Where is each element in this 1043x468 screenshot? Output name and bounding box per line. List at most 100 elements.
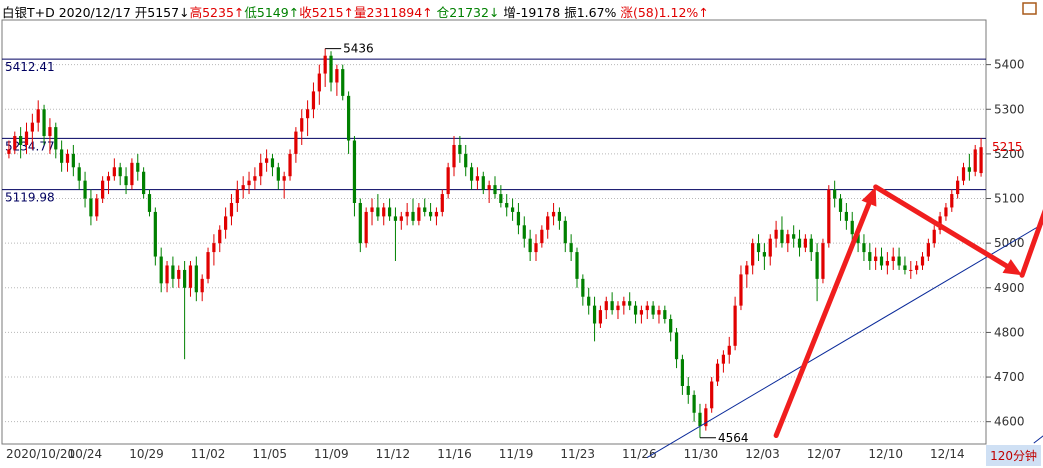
candle-body	[270, 158, 275, 168]
candle-body	[633, 305, 638, 315]
candle-body	[212, 243, 216, 253]
candle-body	[36, 109, 40, 123]
candle-body	[546, 216, 550, 230]
candle-body	[112, 167, 116, 177]
change-value: -19178	[515, 5, 561, 20]
open-interest-label: 仓	[436, 5, 450, 20]
x-tick-label: 12/10	[868, 447, 903, 461]
candle-body	[587, 296, 591, 306]
candle-body	[903, 265, 907, 270]
candle-body	[241, 185, 245, 190]
candle-body	[13, 136, 17, 150]
low-arrow-icon: ↑	[288, 5, 300, 20]
candle-body	[563, 220, 567, 244]
candle-body	[136, 162, 140, 172]
candle-body	[317, 73, 321, 92]
high-label: 高	[189, 5, 203, 20]
open-interest-value: 21732	[449, 5, 489, 20]
candle-body	[715, 363, 720, 382]
low-value: 5149	[256, 5, 289, 20]
candle-body	[692, 394, 696, 413]
trend-arrow	[873, 184, 1010, 269]
candle-body	[294, 131, 298, 154]
candle-body	[19, 136, 23, 145]
channel-line	[647, 223, 1043, 458]
candle-body	[311, 91, 316, 110]
candle-body	[956, 180, 960, 195]
candle-body	[253, 176, 257, 181]
high-value: 5235	[202, 5, 234, 20]
candle-body	[458, 144, 462, 154]
low-label: 低	[244, 5, 257, 20]
candle-body	[60, 149, 64, 163]
candle-body	[891, 256, 895, 262]
amplitude-label: 振	[564, 5, 577, 20]
level-label: 5412.41	[5, 60, 55, 74]
rise-arrow-icon: ↑	[698, 5, 709, 20]
square-button-icon[interactable]	[1021, 1, 1039, 17]
change-label: 增	[503, 5, 516, 20]
candle-body	[387, 207, 392, 217]
candle-body	[610, 301, 614, 311]
candle-body	[540, 229, 544, 244]
candle-body	[686, 385, 690, 395]
close-label: 收	[299, 5, 312, 20]
quote-date: 2020/12/17	[58, 5, 131, 20]
x-tick-label: 2020/10/20	[6, 447, 75, 461]
candle-body	[528, 238, 532, 253]
candle-body	[411, 211, 415, 221]
candle-body	[710, 381, 714, 409]
candle-body	[159, 256, 163, 284]
price-annotation: 5436	[343, 42, 374, 56]
candle-body	[200, 278, 204, 293]
candle-body	[663, 310, 667, 320]
x-tick-label: 11/19	[499, 447, 534, 461]
candle-body	[797, 238, 802, 248]
y-tick-label: 4700	[994, 370, 1025, 384]
candle-body	[592, 305, 597, 324]
candle-body	[24, 131, 29, 145]
x-tick-label: 11/30	[684, 447, 719, 461]
timeframe-label[interactable]: 120分钟	[986, 445, 1041, 466]
candle-body	[30, 122, 34, 132]
x-tick-label: 12/07	[807, 447, 842, 461]
candle-body	[774, 229, 778, 239]
candle-body	[83, 180, 87, 199]
candle-body	[95, 198, 99, 217]
candle-body	[739, 274, 743, 306]
candle-body	[721, 354, 726, 364]
candle-body	[440, 194, 444, 212]
candle-body	[106, 176, 111, 181]
candle-body	[639, 310, 644, 315]
arrow-head-icon	[1002, 259, 1023, 276]
candle-body	[423, 207, 427, 212]
candle-body	[616, 305, 620, 311]
x-tick-label: 12/14	[930, 447, 965, 461]
rise-value: (58)1.12%	[632, 5, 699, 20]
candle-body	[762, 252, 766, 257]
x-tick-label: 10/29	[129, 447, 164, 461]
candle-body	[428, 211, 433, 217]
candle-body	[522, 225, 526, 239]
candle-body	[879, 256, 884, 266]
candle-body	[352, 140, 357, 203]
candle-body	[926, 243, 930, 257]
y-tick-label: 5300	[994, 102, 1025, 116]
x-tick-label: 11/09	[314, 447, 349, 461]
candle-body	[505, 202, 509, 208]
candle-body	[399, 216, 403, 221]
candle-body	[557, 211, 562, 221]
last-price-label: 5215	[992, 140, 1023, 154]
candle-body	[897, 256, 901, 266]
candle-body	[329, 55, 333, 83]
candle-body	[674, 332, 679, 360]
candle-body	[844, 211, 848, 221]
candle-body	[622, 301, 626, 306]
candle-body	[961, 167, 966, 181]
x-tick-label: 11/02	[191, 447, 226, 461]
candle-body	[827, 189, 831, 244]
candle-body	[323, 55, 327, 74]
candle-body	[54, 127, 58, 150]
candle-body	[909, 269, 913, 271]
